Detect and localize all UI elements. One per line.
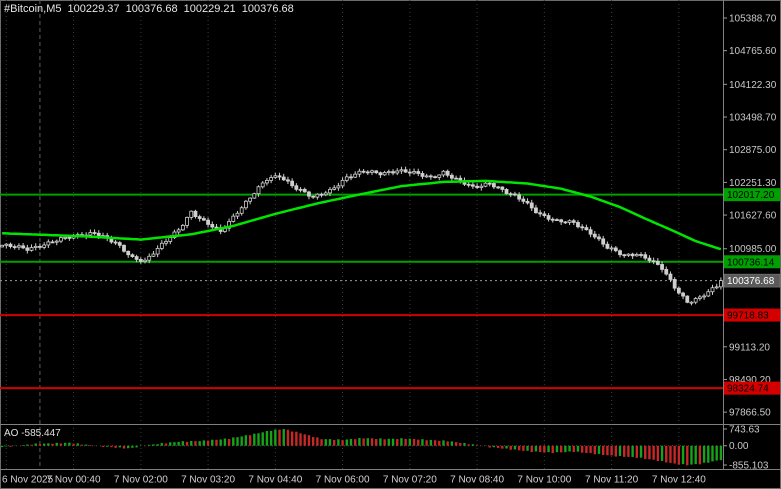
time-axis-label: 6 Nov 2025 <box>2 475 54 486</box>
time-axis-label: 7 Nov 06:00 <box>316 475 370 486</box>
time-axis-label: 7 Nov 11:20 <box>585 475 639 486</box>
price-axis-label: 97866.50 <box>729 408 771 419</box>
ao-axis-label: 0.00 <box>729 441 749 452</box>
current-price-badge <box>723 273 781 288</box>
price-axis-label: 104122.30 <box>729 80 777 91</box>
price-axis-label: 100985.00 <box>729 244 777 255</box>
price-axis[interactable]: 105388.70 104765.60 104122.30 103498.70 1028… <box>723 0 781 469</box>
ao-indicator-label: AO -585.447 <box>4 428 61 439</box>
price-level-badge <box>724 188 780 202</box>
price-axis-label: 104765.60 <box>729 46 777 57</box>
price-axis-label: 102251.30 <box>729 178 777 189</box>
candles-layer <box>0 166 723 306</box>
current-price-badge-label: 100376.68 <box>727 276 775 287</box>
time-axis-label: 7 Nov 12:40 <box>652 475 706 486</box>
price-axis-label: 105388.70 <box>729 13 777 24</box>
price-level-badge <box>724 255 780 269</box>
price-level-badge <box>724 381 780 395</box>
time-axis-label: 7 Nov 02:00 <box>114 475 168 486</box>
price-level-badge-label: 98324.74 <box>727 384 769 395</box>
levels-layer <box>0 193 723 390</box>
time-axis-label: 7 Nov 00:40 <box>47 475 101 486</box>
price-level-badge-label: 102017.20 <box>727 190 775 201</box>
ao-axis-label: -855.103 <box>729 461 769 472</box>
price-axis-label: 103498.70 <box>729 113 777 124</box>
time-axis-label: 7 Nov 04:40 <box>248 475 302 486</box>
time-axis-label: 7 Nov 10:00 <box>517 475 571 486</box>
time-axis-label: 7 Nov 07:20 <box>383 475 437 486</box>
price-axis-label: 99113.20 <box>729 342 770 353</box>
ma-layer <box>2 179 722 251</box>
price-level-badge-label: 99718.83 <box>727 311 769 322</box>
price-axis-label: 98490.20 <box>729 375 771 386</box>
moving-average-line[interactable] <box>2 179 722 251</box>
ao-indicator-pane: 743.63 0.00 -855.103 AO -585.447 <box>0 424 781 472</box>
ao-axis-label: 743.63 <box>729 425 760 436</box>
price-axis-label: 101627.60 <box>729 211 777 222</box>
price-level-badge <box>724 308 780 322</box>
time-axis-label: 7 Nov 08:40 <box>450 475 504 486</box>
price-axis-label: 102875.00 <box>729 145 777 156</box>
price-level-badge-label: 100736.14 <box>727 257 775 268</box>
time-axis-label: 7 Nov 03:20 <box>181 475 235 486</box>
